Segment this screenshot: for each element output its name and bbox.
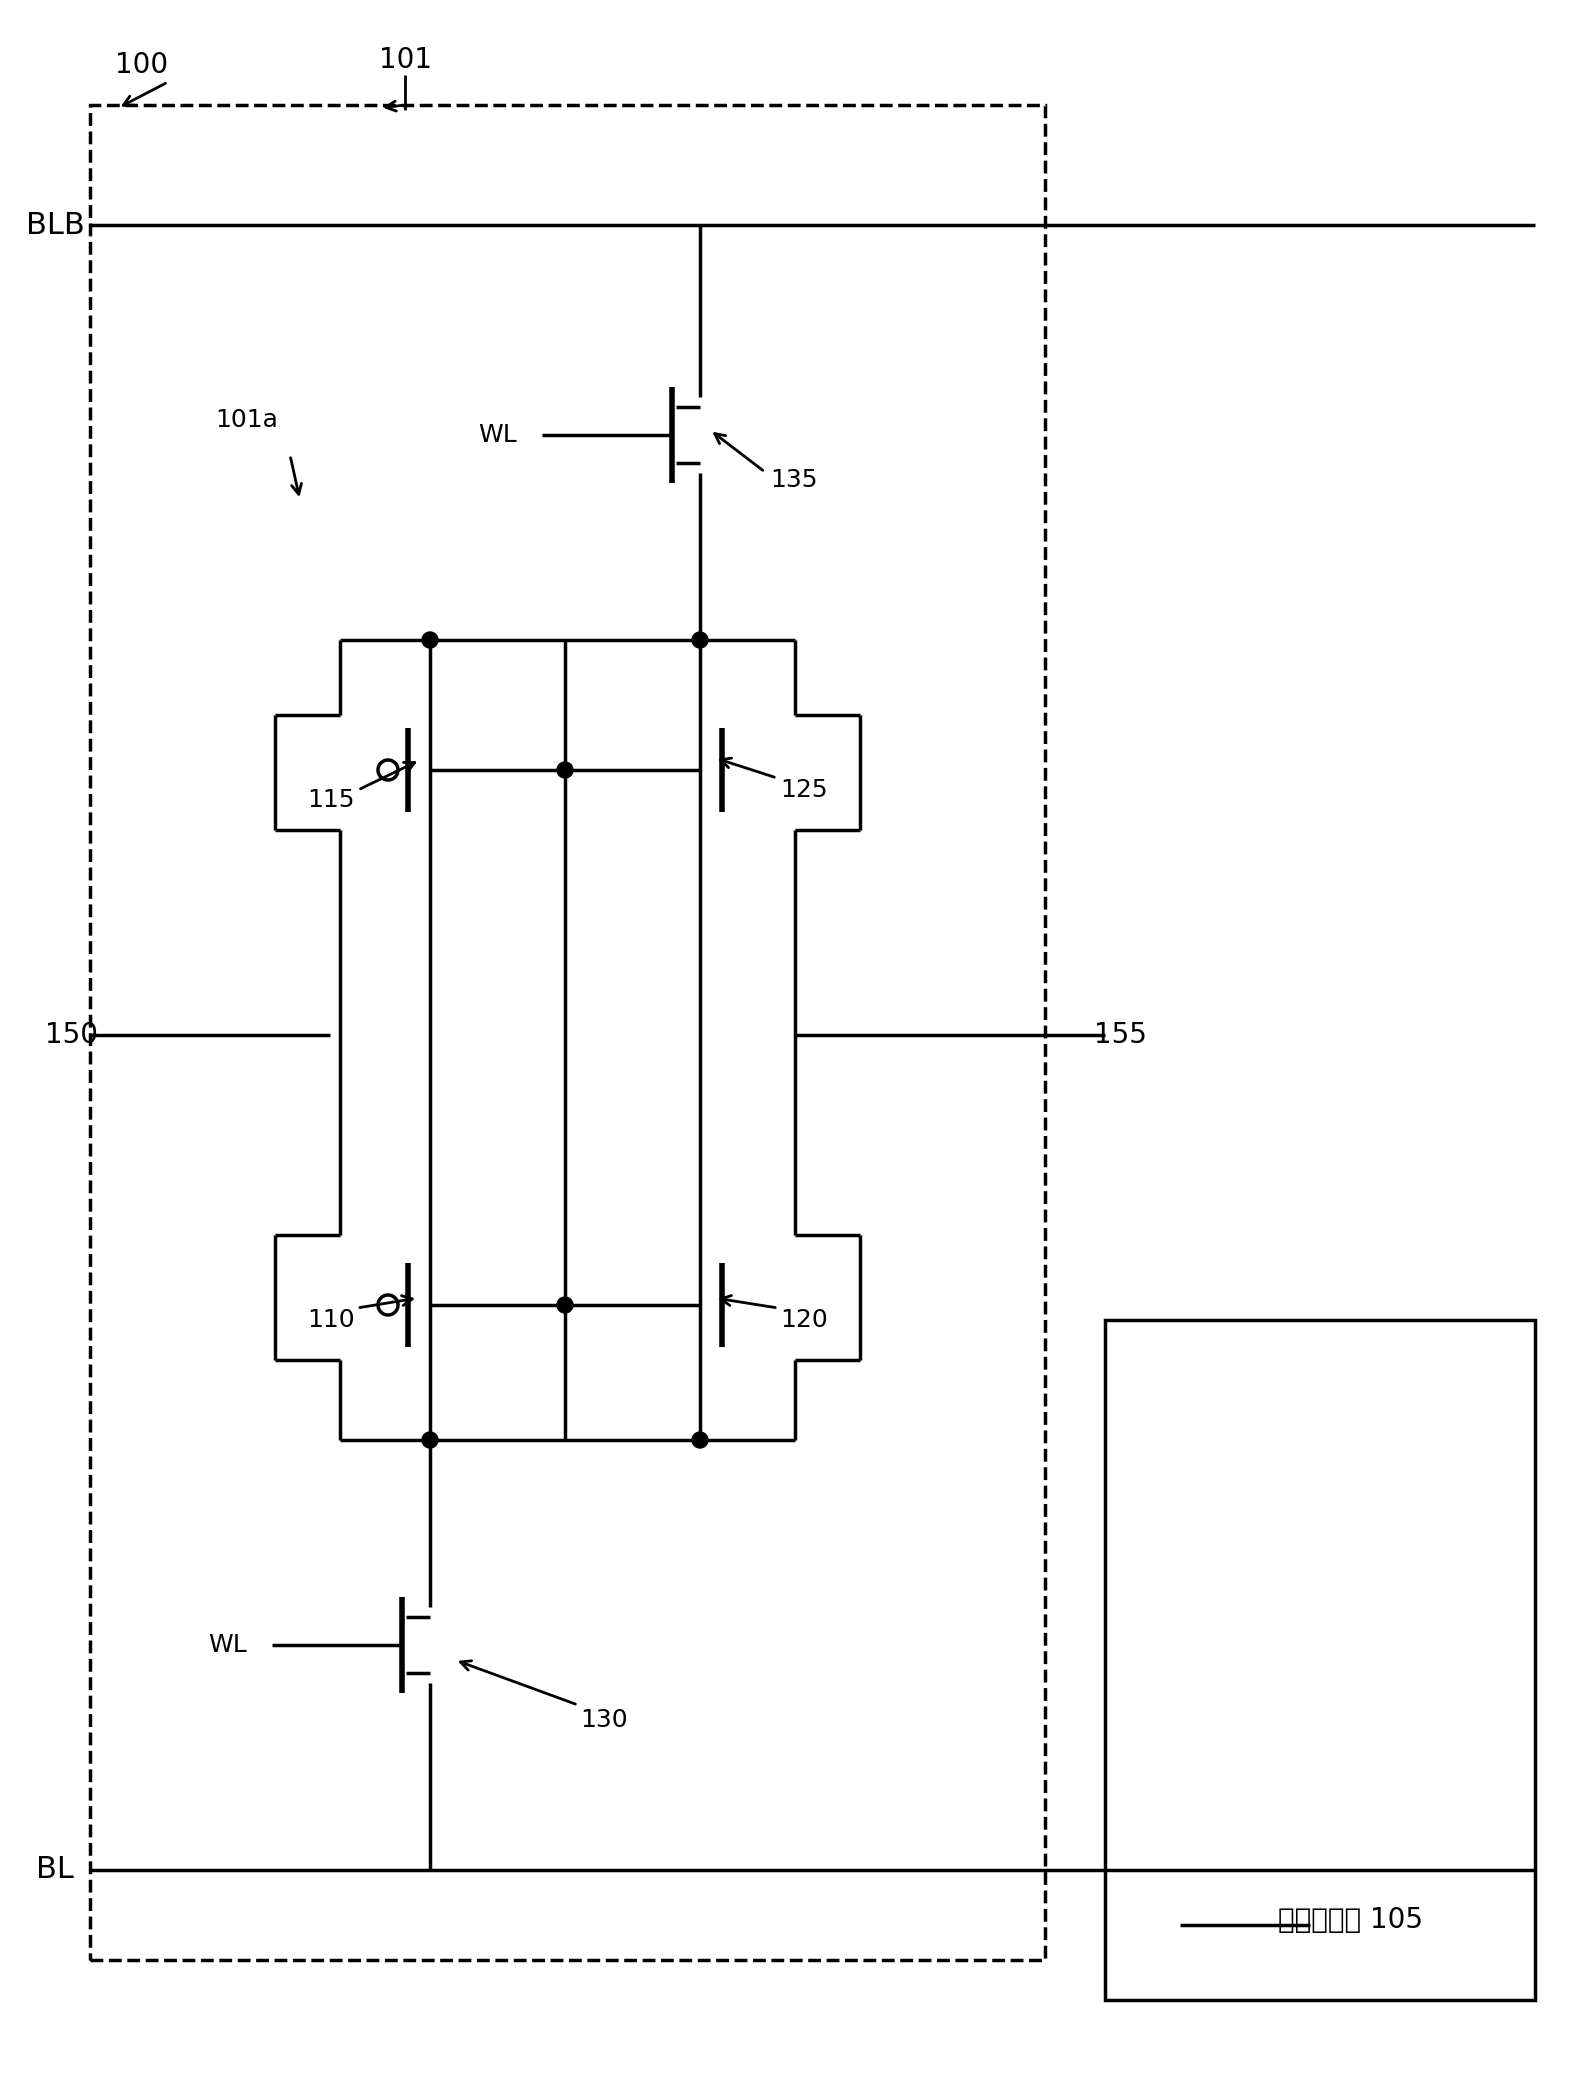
Text: 115: 115 xyxy=(308,787,355,812)
Text: 110: 110 xyxy=(308,1309,355,1332)
Text: WL: WL xyxy=(478,423,516,446)
Bar xyxy=(90,105,1045,1960)
Circle shape xyxy=(557,762,573,779)
Circle shape xyxy=(692,632,707,647)
Text: 130: 130 xyxy=(579,1709,627,1732)
Text: 120: 120 xyxy=(780,1309,827,1332)
Bar xyxy=(1105,1319,1535,2000)
Text: 101: 101 xyxy=(379,46,431,73)
Text: BL: BL xyxy=(36,1855,74,1885)
Text: BLB: BLB xyxy=(25,211,84,239)
Text: 100: 100 xyxy=(115,50,167,80)
Circle shape xyxy=(422,1432,437,1447)
Text: 125: 125 xyxy=(780,779,827,802)
Text: WL: WL xyxy=(208,1633,246,1656)
Text: 150: 150 xyxy=(46,1022,98,1049)
Text: 感测放大器 105: 感测放大器 105 xyxy=(1277,1906,1423,1935)
Circle shape xyxy=(557,1296,573,1313)
Text: 101a: 101a xyxy=(215,408,278,431)
Text: 155: 155 xyxy=(1094,1022,1146,1049)
Circle shape xyxy=(692,1432,707,1447)
Text: 135: 135 xyxy=(771,467,818,492)
Circle shape xyxy=(422,632,437,647)
